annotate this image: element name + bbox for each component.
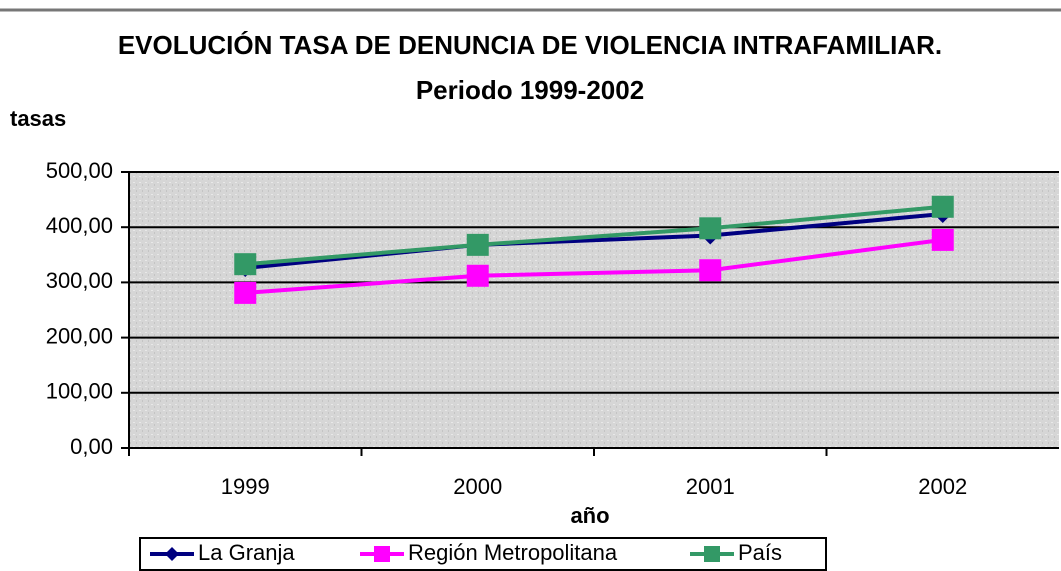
marker bbox=[931, 228, 954, 251]
y-tick-label: 200,00 bbox=[46, 323, 113, 348]
y-tick-label: 400,00 bbox=[46, 213, 113, 238]
x-tick-label: 2000 bbox=[453, 474, 502, 499]
marker bbox=[704, 546, 720, 562]
chart-title: EVOLUCIÓN TASA DE DENUNCIA DE VIOLENCIA … bbox=[118, 30, 942, 60]
marker bbox=[234, 281, 257, 304]
x-tick-label: 1999 bbox=[221, 474, 270, 499]
marker bbox=[165, 547, 179, 561]
y-tick-label: 0,00 bbox=[70, 434, 113, 459]
marker bbox=[699, 217, 722, 240]
legend-label: La Granja bbox=[198, 540, 295, 565]
x-axis-label: año bbox=[570, 503, 609, 528]
y-axis-label: tasas bbox=[10, 106, 66, 131]
marker bbox=[931, 195, 954, 218]
chart-subtitle: Periodo 1999-2002 bbox=[416, 75, 644, 105]
x-tick-label: 2001 bbox=[686, 474, 735, 499]
marker bbox=[699, 259, 722, 282]
y-tick-label: 500,00 bbox=[46, 158, 113, 183]
marker bbox=[234, 253, 257, 276]
marker bbox=[466, 233, 489, 256]
marker bbox=[466, 264, 489, 287]
series-line bbox=[245, 204, 943, 267]
plot-area bbox=[129, 172, 1059, 448]
legend-label: País bbox=[738, 540, 782, 565]
y-tick-label: 300,00 bbox=[46, 268, 113, 293]
y-tick-label: 100,00 bbox=[46, 379, 113, 404]
series-line bbox=[245, 237, 944, 295]
legend-label: Región Metropolitana bbox=[408, 540, 618, 565]
x-tick-label: 2002 bbox=[918, 474, 967, 499]
marker bbox=[374, 546, 390, 562]
